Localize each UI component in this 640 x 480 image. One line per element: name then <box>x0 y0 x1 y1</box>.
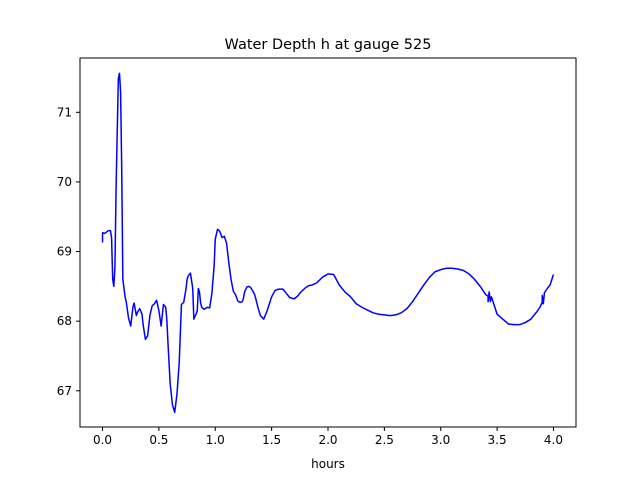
y-tick-label: 71 <box>57 105 72 119</box>
chart-title: Water Depth h at gauge 525 <box>225 37 432 53</box>
y-tick-label: 70 <box>57 175 72 189</box>
series-layer <box>101 72 555 414</box>
x-tick-label: 1.0 <box>206 433 225 447</box>
x-tick-label: 1.5 <box>262 433 281 447</box>
series-line-0 <box>101 72 555 414</box>
x-tick-label: 2.0 <box>318 433 337 447</box>
x-tick-label: 0.5 <box>149 433 168 447</box>
x-axis-label: hours <box>311 457 345 471</box>
x-tick-label: 4.0 <box>544 433 563 447</box>
y-axis: 67 68 69 70 71 <box>57 105 80 398</box>
y-tick-label: 67 <box>57 384 72 398</box>
x-tick-label: 0.0 <box>93 433 112 447</box>
x-tick-label: 2.5 <box>375 433 394 447</box>
x-axis: 0.0 0.5 1.0 1.5 2.0 2.5 3.0 3.5 4.0 <box>93 427 563 447</box>
x-tick-label: 3.0 <box>431 433 450 447</box>
x-tick-label: 3.5 <box>488 433 507 447</box>
y-tick-label: 68 <box>57 314 72 328</box>
y-tick-label: 69 <box>57 245 72 259</box>
